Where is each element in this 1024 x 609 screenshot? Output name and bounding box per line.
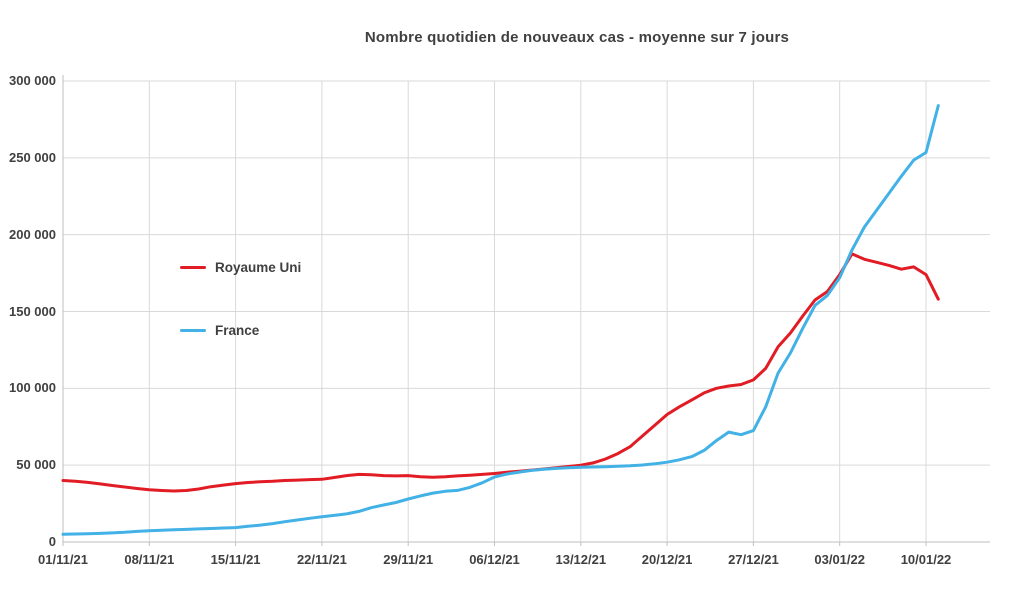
- series-line-royaume-uni: [61, 252, 940, 493]
- y-axis-label: 250 000: [9, 149, 56, 165]
- royaume-uni-legend-label: Royaume Uni: [215, 260, 302, 275]
- x-axis-label: 29/11/21: [383, 552, 434, 567]
- legend-item-royaume-uni: Royaume Uni: [180, 260, 301, 275]
- france-legend-label: France: [215, 323, 260, 338]
- chart-title: Nombre quotidien de nouveaux cas - moyen…: [364, 29, 790, 46]
- x-axis-label: 06/12/21: [469, 552, 520, 567]
- x-axis-label: 08/11/21: [124, 552, 175, 567]
- y-axis-label: 50 000: [16, 457, 56, 473]
- series-line-france: [61, 104, 940, 536]
- y-axis-label: 100 000: [9, 380, 56, 396]
- x-axis-label: 27/12/21: [728, 552, 779, 567]
- legend-item-france: France: [180, 323, 259, 338]
- x-axis-label: 22/11/21: [296, 552, 347, 567]
- y-axis-label: 0: [48, 534, 56, 549]
- x-axis-label: 01/11/21: [38, 552, 88, 567]
- x-axis-label: 20/12/21: [641, 552, 693, 567]
- royaume-uni-line-swatch: [180, 266, 206, 269]
- y-axis-label: 150 000: [9, 303, 56, 319]
- y-axis-label: 300 000: [9, 73, 56, 88]
- france-line-swatch: [180, 329, 206, 332]
- x-axis-label: 13/12/21: [555, 552, 607, 567]
- x-axis-label: 03/01/22: [814, 552, 865, 567]
- y-axis-label: 200 000: [9, 226, 56, 242]
- x-axis-label: 15/11/21: [210, 552, 261, 567]
- x-axis-label: 10/01/22: [900, 552, 952, 567]
